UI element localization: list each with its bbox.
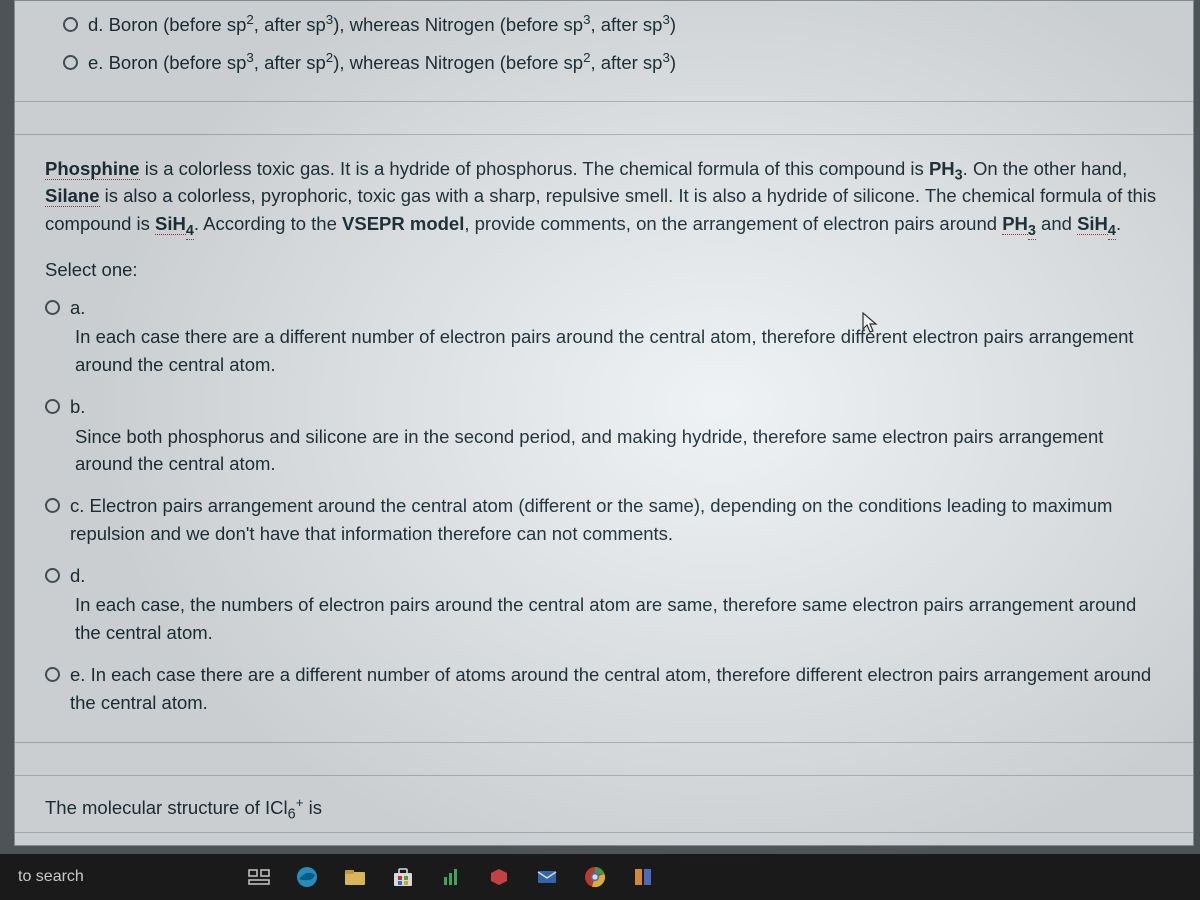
question-3-prompt: The molecular structure of ICl6+ is xyxy=(45,794,1163,822)
option-text: In each case, the numbers of electron pa… xyxy=(75,591,1163,647)
taskbar-search-text[interactable]: to search xyxy=(18,868,84,886)
question-2-prompt: Phosphine is a colorless toxic gas. It i… xyxy=(45,155,1163,238)
option-letter: b. xyxy=(70,393,85,421)
option-text: In each case there are a different numbe… xyxy=(75,323,1163,379)
q2-option-e[interactable]: e. In each case there are a different nu… xyxy=(45,661,1163,717)
question-3-card: The molecular structure of ICl6+ is xyxy=(15,775,1193,833)
radio-icon[interactable] xyxy=(45,300,60,315)
option-letter: a. xyxy=(70,294,85,322)
q2-option-c[interactable]: c. Electron pairs arrangement around the… xyxy=(45,492,1163,548)
option-text: e. In each case there are a different nu… xyxy=(70,661,1163,717)
radio-icon[interactable] xyxy=(45,399,60,414)
chrome-icon[interactable] xyxy=(582,864,608,890)
radio-icon[interactable] xyxy=(45,568,60,583)
radio-icon[interactable] xyxy=(45,498,60,513)
q2-option-d[interactable]: d. In each case, the numbers of electron… xyxy=(45,562,1163,647)
quiz-page: d. Boron (before sp2, after sp3), wherea… xyxy=(14,0,1194,846)
edge-icon[interactable] xyxy=(294,864,320,890)
question-2-card: Phosphine is a colorless toxic gas. It i… xyxy=(15,134,1193,744)
q1-option-e-text: e. Boron (before sp3, after sp2), wherea… xyxy=(88,49,1163,77)
question-2-answers: a. In each case there are a different nu… xyxy=(45,294,1163,717)
task-view-icon[interactable] xyxy=(246,864,272,890)
xbox-icon[interactable] xyxy=(438,864,464,890)
q1-option-d[interactable]: d. Boron (before sp2, after sp3), wherea… xyxy=(63,11,1163,39)
option-text: Since both phosphorus and silicone are i… xyxy=(75,423,1163,479)
radio-icon[interactable] xyxy=(63,17,78,32)
radio-icon[interactable] xyxy=(63,55,78,70)
select-one-label: Select one: xyxy=(45,256,1163,284)
question-1-card: d. Boron (before sp2, after sp3), wherea… xyxy=(15,1,1193,102)
q2-option-b[interactable]: b. Since both phosphorus and silicone ar… xyxy=(45,393,1163,478)
radio-icon[interactable] xyxy=(45,667,60,682)
app-icon[interactable] xyxy=(630,864,656,890)
option-letter: d. xyxy=(70,562,85,590)
store-icon[interactable] xyxy=(390,864,416,890)
option-text: c. Electron pairs arrangement around the… xyxy=(70,492,1163,548)
cursor-icon xyxy=(862,312,878,334)
file-explorer-icon[interactable] xyxy=(342,864,368,890)
mixed-reality-icon[interactable] xyxy=(486,864,512,890)
mail-icon[interactable] xyxy=(534,864,560,890)
taskbar: to search xyxy=(0,854,1200,900)
q2-option-a[interactable]: a. In each case there are a different nu… xyxy=(45,294,1163,379)
q1-option-d-text: d. Boron (before sp2, after sp3), wherea… xyxy=(88,11,1163,39)
q1-option-e[interactable]: e. Boron (before sp3, after sp2), wherea… xyxy=(63,49,1163,77)
